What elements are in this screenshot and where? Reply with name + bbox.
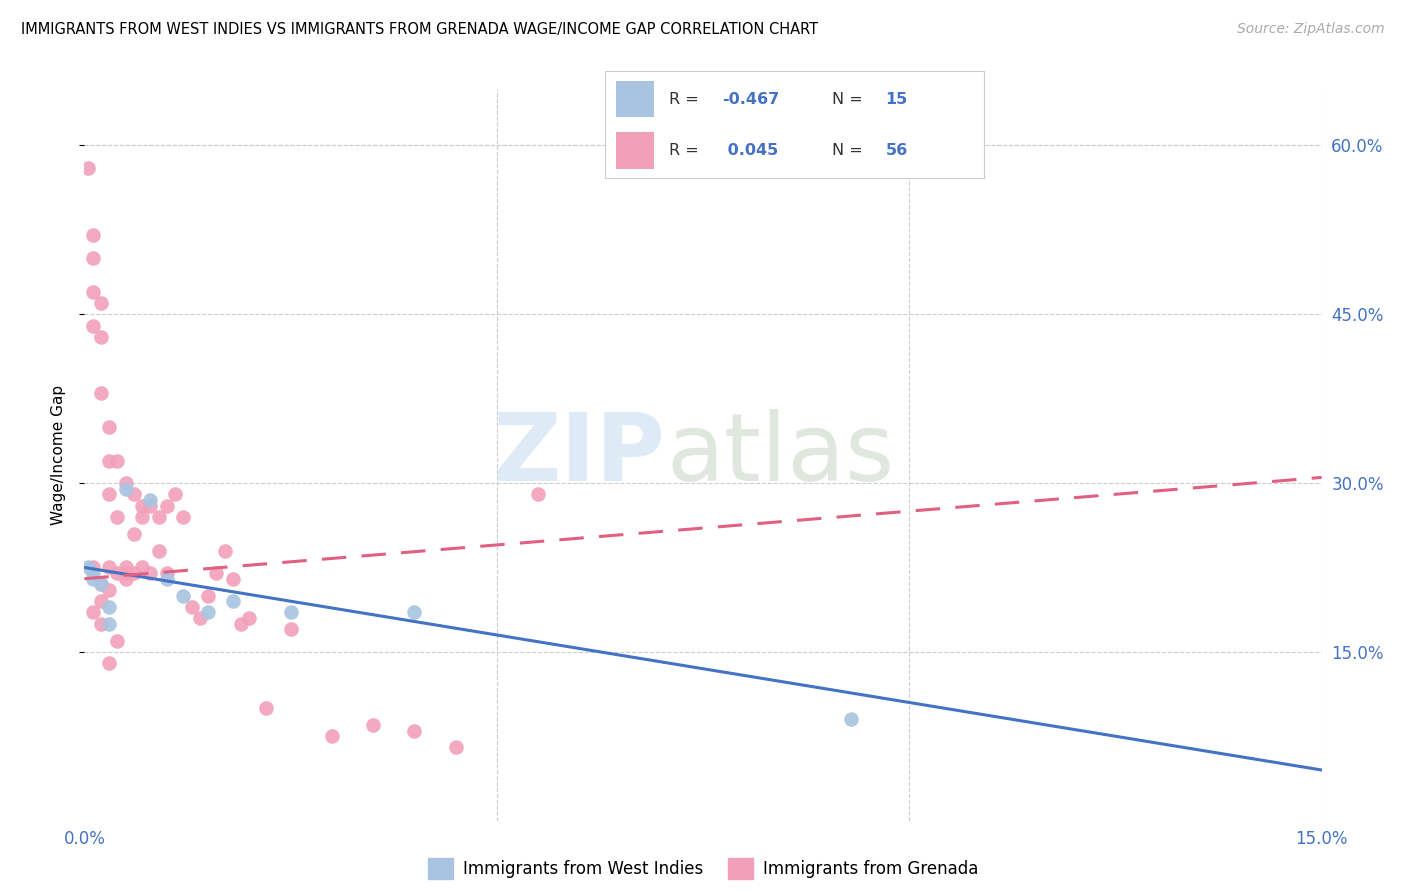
Point bbox=[254, 701, 277, 715]
Point bbox=[98, 599, 121, 614]
Point bbox=[122, 487, 145, 501]
Point bbox=[404, 606, 426, 620]
Point bbox=[98, 560, 121, 574]
Text: 56: 56 bbox=[886, 143, 908, 158]
Point bbox=[114, 566, 136, 580]
Point bbox=[82, 566, 104, 580]
Point bbox=[77, 161, 100, 175]
Text: -0.467: -0.467 bbox=[723, 92, 779, 107]
Point bbox=[114, 560, 136, 574]
Point bbox=[214, 543, 236, 558]
Point bbox=[122, 526, 145, 541]
Point bbox=[98, 616, 121, 631]
Point bbox=[527, 487, 550, 501]
Point bbox=[321, 729, 343, 743]
Point bbox=[148, 543, 170, 558]
Point bbox=[139, 499, 162, 513]
Point bbox=[280, 623, 302, 637]
Point bbox=[131, 499, 153, 513]
Point bbox=[105, 633, 128, 648]
Point bbox=[90, 616, 112, 631]
Point bbox=[98, 487, 121, 501]
Point bbox=[77, 560, 100, 574]
Point bbox=[90, 296, 112, 310]
Point bbox=[90, 577, 112, 591]
Point bbox=[238, 611, 260, 625]
Point bbox=[82, 606, 104, 620]
Y-axis label: Wage/Income Gap: Wage/Income Gap bbox=[51, 384, 66, 525]
Point bbox=[98, 453, 121, 467]
Text: Source: ZipAtlas.com: Source: ZipAtlas.com bbox=[1237, 22, 1385, 37]
Text: R =: R = bbox=[669, 143, 704, 158]
Bar bbox=[616, 132, 654, 169]
Point bbox=[222, 572, 245, 586]
Point bbox=[148, 509, 170, 524]
Legend: Immigrants from West Indies, Immigrants from Grenada: Immigrants from West Indies, Immigrants … bbox=[420, 852, 986, 886]
Point bbox=[188, 611, 211, 625]
Point bbox=[82, 251, 104, 265]
Point bbox=[205, 566, 228, 580]
Point bbox=[82, 285, 104, 299]
Point bbox=[98, 582, 121, 597]
Text: R =: R = bbox=[669, 92, 704, 107]
Text: N =: N = bbox=[832, 143, 869, 158]
Point bbox=[172, 509, 194, 524]
Point bbox=[90, 386, 112, 401]
Point bbox=[90, 594, 112, 608]
Point bbox=[165, 487, 187, 501]
Point bbox=[156, 566, 179, 580]
Point bbox=[197, 606, 219, 620]
Text: IMMIGRANTS FROM WEST INDIES VS IMMIGRANTS FROM GRENADA WAGE/INCOME GAP CORRELATI: IMMIGRANTS FROM WEST INDIES VS IMMIGRANT… bbox=[21, 22, 818, 37]
Point bbox=[180, 599, 202, 614]
Point bbox=[139, 566, 162, 580]
Point bbox=[361, 718, 384, 732]
Point bbox=[280, 606, 302, 620]
Point bbox=[105, 453, 128, 467]
Point bbox=[404, 723, 426, 738]
Bar bbox=[616, 81, 654, 118]
Point bbox=[122, 566, 145, 580]
Point bbox=[131, 560, 153, 574]
Point bbox=[222, 594, 245, 608]
Point bbox=[156, 499, 179, 513]
Point bbox=[156, 572, 179, 586]
Point bbox=[82, 318, 104, 333]
Point bbox=[90, 577, 112, 591]
Point bbox=[172, 589, 194, 603]
Point bbox=[114, 482, 136, 496]
Point bbox=[131, 509, 153, 524]
Point bbox=[82, 572, 104, 586]
Point bbox=[197, 589, 219, 603]
Point bbox=[105, 566, 128, 580]
Text: atlas: atlas bbox=[666, 409, 894, 501]
Point bbox=[444, 740, 467, 755]
Point bbox=[114, 572, 136, 586]
Point bbox=[229, 616, 252, 631]
Point bbox=[841, 712, 863, 726]
Point bbox=[114, 476, 136, 491]
Text: 15: 15 bbox=[886, 92, 908, 107]
Text: N =: N = bbox=[832, 92, 869, 107]
Point bbox=[139, 492, 162, 507]
Text: 0.045: 0.045 bbox=[723, 143, 779, 158]
Point bbox=[105, 509, 128, 524]
Text: ZIP: ZIP bbox=[494, 409, 666, 501]
Point bbox=[98, 656, 121, 670]
Point bbox=[90, 330, 112, 344]
Point bbox=[82, 228, 104, 243]
Point bbox=[98, 419, 121, 434]
Point bbox=[82, 560, 104, 574]
